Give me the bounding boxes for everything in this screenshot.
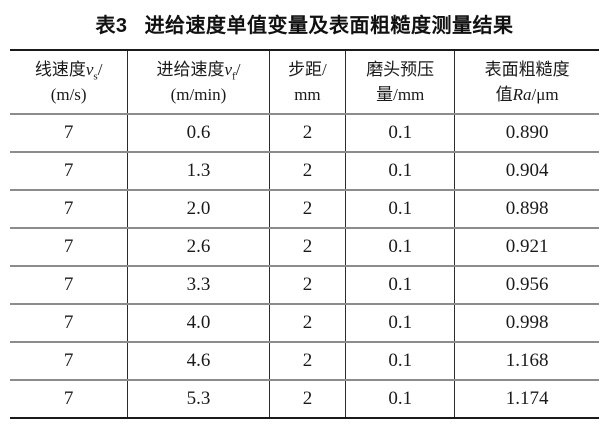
table-cell: 0.1 (345, 151, 455, 190)
col-header-surface-roughness: 表面粗糙度值Ra/μm (454, 50, 599, 114)
header-text: 表面粗糙度 (484, 59, 570, 79)
table-cell: 0.1 (345, 227, 455, 266)
col-header-feed-speed: 进给速度vf/ (m/min) (127, 50, 270, 114)
table-row: 7 5.3 2 0.1 1.174 (10, 379, 599, 418)
table-cell: 2 (268, 341, 346, 380)
table-cell: 2 (268, 303, 346, 342)
table-title-text: 进给速度单值变量及表面粗糙度测量结果 (144, 15, 514, 37)
header-text: 线速度 (34, 59, 86, 79)
table-cell: 7 (10, 113, 128, 152)
table-cell: 0.1 (345, 189, 455, 228)
table-cell: 2 (268, 265, 346, 304)
header-text: / (97, 59, 103, 79)
table-cell: 4.0 (127, 303, 270, 342)
header-unit: /μm (531, 85, 559, 104)
header-text: 值 (495, 85, 513, 104)
table-cell: 0.1 (345, 265, 455, 304)
header-unit: 量/mm (376, 85, 425, 104)
table-cell: 0.998 (454, 303, 599, 342)
table-cell: 0.1 (345, 341, 455, 380)
table-cell: 7 (10, 379, 128, 418)
measurement-results-table: 线速度vs/(m/s) 进给速度vf/(m/min) 步距/mm 磨头预压 量/m… (10, 49, 599, 419)
table-cell: 2 (268, 189, 346, 228)
table-cell: 7 (10, 227, 128, 266)
table-cell: 0.6 (127, 113, 270, 152)
table-row: 7 2.6 2 0.1 0.921 (10, 227, 599, 266)
table-cell: 2 (268, 151, 346, 190)
table-cell: 4.6 (127, 341, 270, 380)
table-cell: 2 (268, 227, 346, 266)
header-subscript: f (232, 69, 236, 82)
table-body: 7 0.6 2 0.1 0.890 7 1.3 2 0.1 0.904 7 2.0 2 0.1 0.898 7… (10, 113, 599, 418)
table-row: 7 4.0 2 0.1 0.998 (10, 303, 599, 342)
header-subscript: s (93, 69, 98, 82)
table-row: 7 4.6 2 0.1 1.168 (10, 341, 599, 380)
table-row: 7 2.0 2 0.1 0.898 (10, 189, 599, 228)
header-row: 线速度vs/(m/s) 进给速度vf/(m/min) 步距/mm 磨头预压 量/m… (10, 50, 599, 114)
header-variable: v (85, 59, 94, 79)
header-text: 磨头预压 (366, 59, 435, 79)
table-cell: 0.921 (454, 227, 599, 266)
table-cell: 2.0 (127, 189, 270, 228)
table-cell: 0.890 (454, 113, 599, 152)
table-cell: 2 (268, 379, 346, 418)
table-cell: 0.956 (454, 265, 599, 304)
table-cell: 0.1 (345, 379, 455, 418)
table-row: 7 1.3 2 0.1 0.904 (10, 151, 599, 190)
table-cell: 2.6 (127, 227, 270, 266)
table-cell: 2 (268, 113, 346, 152)
header-variable: v (224, 59, 233, 79)
table-cell: 7 (10, 189, 128, 228)
table-cell: 5.3 (127, 379, 270, 418)
table-cell: 3.3 (127, 265, 270, 304)
table-cell: 7 (10, 341, 128, 380)
header-text: 进给速度 (156, 59, 225, 79)
table-cell: 0.904 (454, 151, 599, 190)
table-cell: 7 (10, 303, 128, 342)
col-header-step-distance: 步距/mm (268, 50, 346, 114)
table-cell: 0.1 (345, 303, 455, 342)
header-unit: (m/s) (50, 85, 87, 104)
header-unit: (m/min) (170, 85, 227, 104)
table-number-label: 表3 (95, 15, 128, 37)
col-header-linear-speed: 线速度vs/ (m/s) (10, 50, 128, 114)
header-text: 步距/ (288, 59, 327, 79)
table-cell: 7 (10, 265, 128, 304)
table-caption: 表3 进给速度单值变量及表面粗糙度测量结果 (0, 0, 609, 38)
table-header: 线速度vs/(m/s) 进给速度vf/(m/min) 步距/mm 磨头预压 量/m… (10, 50, 599, 114)
table-cell: 7 (10, 151, 128, 190)
table-cell: 1.3 (127, 151, 270, 190)
header-unit: mm (294, 85, 321, 104)
table-row: 7 3.3 2 0.1 0.956 (10, 265, 599, 304)
table-cell: 0.1 (345, 113, 455, 152)
table-cell: 0.898 (454, 189, 599, 228)
table-row: 7 0.6 2 0.1 0.890 (10, 113, 599, 152)
table-cell: 1.174 (454, 379, 599, 418)
header-variable: Ra (512, 85, 532, 104)
col-header-preload: 磨头预压量/mm (345, 50, 455, 114)
table-cell: 1.168 (454, 341, 599, 380)
header-text: / (235, 59, 241, 79)
